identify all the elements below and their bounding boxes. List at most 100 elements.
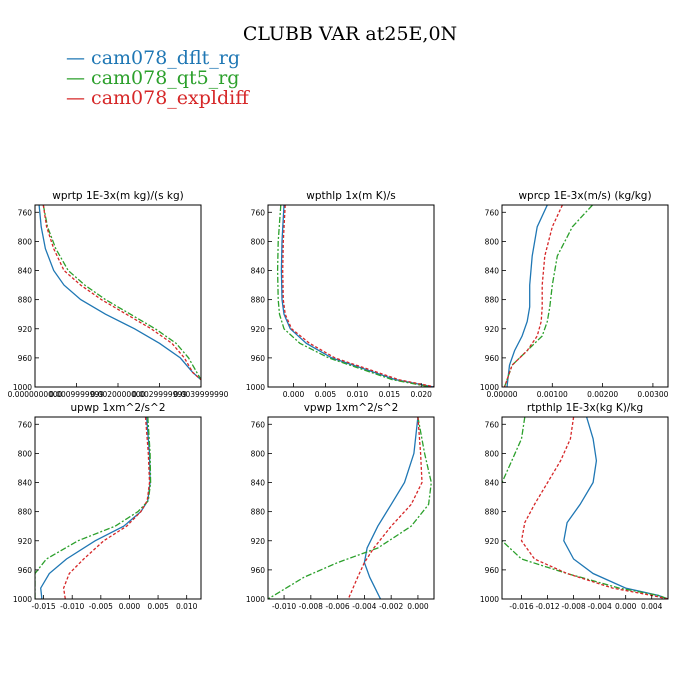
x-tick-label: 0.0009999999 (49, 390, 104, 399)
x-tick-label: 0.020 (410, 390, 432, 399)
series-line-cam078_expldiff (282, 205, 434, 387)
panel-4: upwp 1xm^2/s^2 760 800 840 880 920 960 1000 -0.0… (13, 402, 202, 611)
x-tick-label: -0.016 (509, 602, 533, 611)
panel-5: vpwp 1xm^2/s^2 760 800 840 880 920 960 1000 -0.0… (246, 402, 435, 611)
plot-frame (34, 416, 202, 600)
y-tick-label: 960 (485, 354, 500, 363)
series-line-cam078_expldiff (42, 205, 201, 381)
series-line-cam078_expldiff (520, 417, 668, 599)
y-tick-label: 760 (251, 420, 266, 429)
x-tick-label: 0.0000000000 (8, 390, 63, 399)
series-line-cam078_dflt_rg (506, 205, 548, 387)
x-tick-label: -0.010 (60, 602, 84, 611)
y-tick-label: 840 (18, 267, 33, 276)
y-tick-label: 800 (18, 449, 33, 458)
y-tick-label: 760 (18, 208, 33, 217)
x-tick-label: -0.002 (379, 602, 403, 611)
y-tick-label: 840 (251, 479, 266, 488)
legend-entry-expldiff: — cam078_expldiff (66, 87, 250, 109)
y-tick-label: 840 (485, 267, 500, 276)
x-tick-label: -0.005 (89, 602, 113, 611)
y-tick-label: 920 (485, 537, 500, 546)
panel-title: vpwp 1xm^2/s^2 (304, 402, 399, 414)
x-tick-label: -0.004 (588, 602, 612, 611)
legend-entry-qt5: — cam078_qt5_rg (66, 67, 239, 89)
y-tick-label: 800 (251, 237, 266, 246)
panel-1: wprtp 1E-3x(m kg)/(s kg) 760 800 840 880 920 9… (8, 190, 229, 399)
x-tick-label: 0.0020000000 (91, 390, 146, 399)
x-tick-label: 0.005 (147, 602, 169, 611)
panel-6: rtpthlp 1E-3x(kg K)/kg 760 800 840 880 920 960… (480, 402, 669, 611)
x-tick-label: 0.010 (347, 390, 369, 399)
x-tick-label: -0.012 (535, 602, 559, 611)
x-tick-label: 0.00100 (537, 390, 568, 399)
panel-title: wprtp 1E-3x(m kg)/(s kg) (52, 190, 183, 202)
plot-frame (267, 416, 435, 600)
x-tick-label: 0.000 (283, 390, 305, 399)
x-tick-label: 0.015 (379, 390, 401, 399)
x-tick-label: 0.00000 (486, 390, 517, 399)
x-tick-label: -0.008 (299, 602, 323, 611)
y-tick-label: 960 (251, 354, 266, 363)
series-line-cam078_qt5_rg (503, 205, 593, 387)
y-tick-label: 760 (18, 420, 33, 429)
y-tick-label: 800 (485, 449, 500, 458)
series-line-cam078_qt5_rg (502, 417, 668, 599)
x-tick-label: 0.004 (641, 602, 663, 611)
y-tick-label: 960 (251, 566, 266, 575)
x-tick-label: -0.008 (562, 602, 586, 611)
series-line-cam078_expldiff (503, 205, 563, 387)
panel-2: wpthlp 1x(m K)/s 760 800 840 880 920 960 1000 0.… (246, 190, 435, 399)
series-line-cam078_qt5_rg (268, 417, 432, 599)
x-tick-label: 0.000 (119, 602, 141, 611)
x-tick-label: 0.010 (176, 602, 198, 611)
y-tick-label: 960 (18, 354, 33, 363)
series-line-cam078_dflt_rg (40, 417, 151, 599)
y-tick-label: 840 (18, 479, 33, 488)
series-line-cam078_qt5_rg (276, 205, 431, 387)
plot-frame (501, 204, 669, 388)
plot-frame (501, 416, 669, 600)
panel-title: wprcp 1E-3x(m/s) (kg/kg) (518, 190, 651, 202)
y-tick-label: 880 (251, 508, 266, 517)
panel-title: rtpthlp 1E-3x(kg K)/kg (527, 402, 643, 414)
plot-frame (267, 204, 435, 388)
series-line-cam078_dflt_rg (563, 417, 668, 599)
panel-title: wpthlp 1x(m K)/s (306, 190, 396, 202)
panel-3: wprcp 1E-3x(m/s) (kg/kg) 760 800 840 880 920 9… (480, 190, 669, 399)
series-line-cam078_dflt_rg (38, 205, 201, 381)
y-tick-label: 1000 (13, 383, 32, 392)
y-tick-label: 760 (485, 208, 500, 217)
y-tick-label: 880 (18, 508, 33, 517)
series-line-cam078_dflt_rg (280, 205, 434, 387)
y-tick-label: 960 (18, 566, 33, 575)
series-line-cam078_dflt_rg (363, 417, 419, 599)
y-tick-label: 880 (251, 296, 266, 305)
y-tick-label: 880 (485, 296, 500, 305)
y-tick-label: 920 (251, 325, 266, 334)
panel-title: upwp 1xm^2/s^2 (71, 402, 166, 414)
plot-frame (34, 204, 202, 388)
y-tick-label: 960 (485, 566, 500, 575)
x-tick-label: 0.0029999999 (132, 390, 187, 399)
y-tick-label: 760 (485, 420, 500, 429)
y-tick-label: 880 (18, 296, 33, 305)
series-line-cam078_expldiff (347, 417, 423, 599)
x-tick-label: 0.00200 (587, 390, 618, 399)
legend-entry-dflt: — cam078_dflt_rg (66, 47, 240, 69)
x-tick-label: 0.000 (615, 602, 637, 611)
y-tick-label: 920 (18, 537, 33, 546)
series-line-cam078_expldiff (62, 417, 151, 599)
y-tick-label: 1000 (480, 383, 499, 392)
y-tick-label: 880 (485, 508, 500, 517)
y-tick-label: 1000 (246, 383, 265, 392)
y-tick-label: 1000 (480, 595, 499, 604)
figure-title: CLUBB VAR at25E,0N (243, 23, 457, 45)
legend: — cam078_dflt_rg — cam078_qt5_rg — cam07… (66, 47, 250, 109)
x-tick-label: 0.005 (315, 390, 337, 399)
y-tick-label: 1000 (246, 595, 265, 604)
x-tick-label: -0.010 (272, 602, 296, 611)
y-tick-label: 840 (485, 479, 500, 488)
y-tick-label: 1000 (13, 595, 32, 604)
